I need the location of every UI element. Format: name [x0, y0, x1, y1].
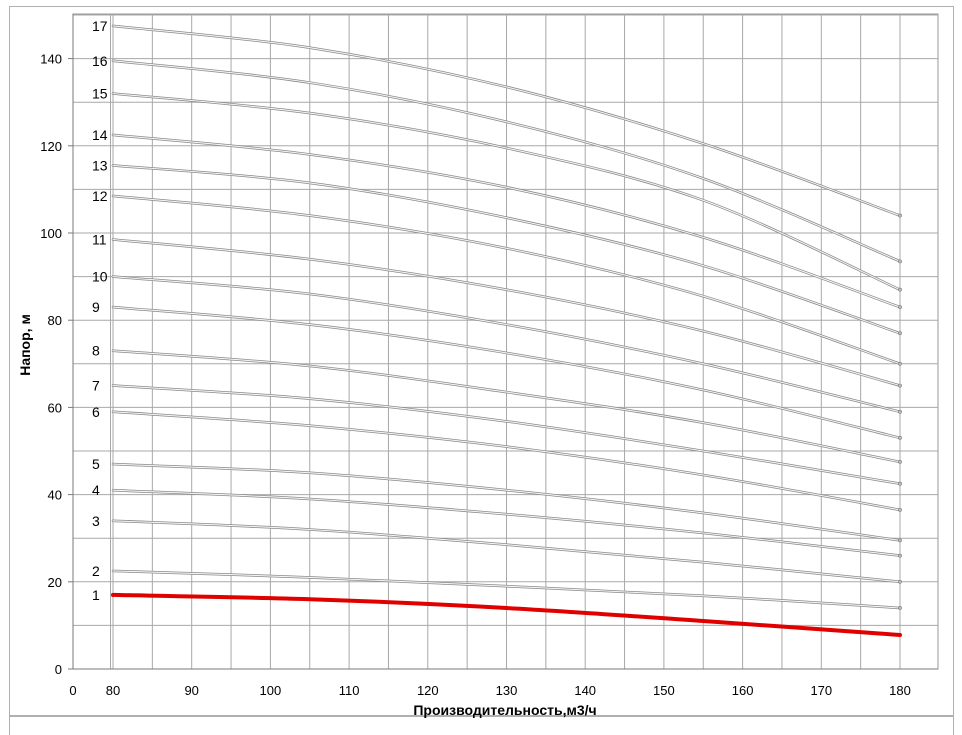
- y-axis-title: Напор, м: [17, 314, 33, 376]
- curve-label-17: 17: [92, 18, 108, 34]
- curve-5-core: [112, 463, 901, 541]
- curve-label-3: 3: [92, 513, 100, 529]
- curve-label-15: 15: [92, 85, 108, 101]
- x-tick-labels: 0 80 90 100 110 120 130 140 150 160 170 180: [69, 683, 910, 698]
- curve-9-core: [112, 306, 901, 439]
- curve-3-core: [112, 520, 901, 583]
- curve-label-13: 13: [92, 157, 108, 173]
- curve-10-core: [112, 276, 901, 413]
- curve-label-1: 1: [92, 587, 100, 603]
- curve-17-end-point: [898, 213, 902, 218]
- curve-8-core: [112, 350, 901, 463]
- x-tick-label-140: 140: [574, 683, 596, 698]
- curve-label-5: 5: [92, 456, 100, 472]
- curve-label-11: 11: [92, 232, 107, 248]
- curve-label-7: 7: [92, 378, 100, 394]
- curve-8-end-point: [898, 459, 902, 464]
- curve-label-16: 16: [92, 53, 108, 69]
- y-tick-label-0: 0: [55, 662, 62, 677]
- curve-13-core: [112, 164, 901, 334]
- x-tick-label-80: 80: [106, 683, 120, 698]
- y-tick-labels: 0 20 40 60 80 100 120 140: [40, 52, 62, 677]
- curve-10-end-point: [898, 409, 902, 414]
- curve-label-12: 12: [92, 188, 108, 204]
- x-axis-title: Производительность,м3/ч: [413, 702, 596, 718]
- curve-13-end-point: [898, 331, 902, 336]
- curve-label-8: 8: [92, 343, 100, 359]
- curve-6-core: [112, 411, 901, 511]
- curves: [111, 24, 902, 637]
- curve-15-end-point: [898, 287, 902, 292]
- x-tick-label-130: 130: [496, 683, 518, 698]
- curve-2-core: [112, 570, 901, 609]
- y-tick-label-80: 80: [48, 313, 62, 328]
- curve-label-14: 14: [92, 127, 108, 143]
- x-tick-label-110: 110: [339, 683, 360, 698]
- curve-9-end-point: [898, 436, 902, 440]
- curve-label-4: 4: [92, 482, 100, 498]
- curve-label-6: 6: [92, 404, 100, 420]
- curve-16-end-point: [898, 259, 902, 264]
- curve-14-core: [112, 134, 901, 308]
- curve-7-core: [112, 385, 901, 485]
- curve-label-10: 10: [92, 269, 108, 285]
- y-tick-label-40: 40: [48, 488, 62, 503]
- curve-15-core: [112, 92, 901, 291]
- curve-label-2: 2: [92, 563, 100, 579]
- curve-4-core: [112, 489, 901, 557]
- curve-5-end-point: [898, 538, 902, 543]
- curve-1: [111, 592, 902, 637]
- curve-3-end-point: [898, 579, 902, 584]
- x-tick-label-90: 90: [184, 683, 198, 698]
- y-tick-label-20: 20: [48, 575, 62, 590]
- bottom-rule: [9, 716, 954, 735]
- y-tick-label-140: 140: [40, 52, 62, 67]
- x-tick-label-120: 120: [417, 683, 439, 698]
- curve-6-end-point: [898, 507, 902, 512]
- y-tick-label-60: 60: [48, 400, 62, 415]
- curve-16-core: [112, 60, 901, 262]
- curve-11-end-point: [898, 383, 902, 388]
- curve-12-core: [112, 195, 901, 365]
- curve-7-end-point: [898, 481, 902, 486]
- grid: [68, 13, 939, 670]
- x-tick-label-0: 0: [69, 683, 76, 698]
- x-tick-label-180: 180: [889, 683, 911, 698]
- y-tick-label-100: 100: [40, 226, 62, 241]
- curve-17-core: [112, 25, 901, 217]
- y-tick-label-120: 120: [40, 139, 62, 154]
- plot-area: [72, 13, 939, 670]
- x-tick-label-160: 160: [732, 683, 754, 698]
- curve-2-end-point: [898, 606, 902, 610]
- curve-label-9: 9: [92, 299, 100, 315]
- curve-11-core: [112, 238, 901, 387]
- curve-14-end-point: [898, 305, 902, 310]
- curve-4-end-point: [898, 553, 902, 558]
- x-tick-label-100: 100: [260, 683, 282, 698]
- x-tick-label-170: 170: [810, 683, 832, 698]
- curve-12-end-point: [898, 361, 902, 366]
- x-tick-label-150: 150: [653, 683, 675, 698]
